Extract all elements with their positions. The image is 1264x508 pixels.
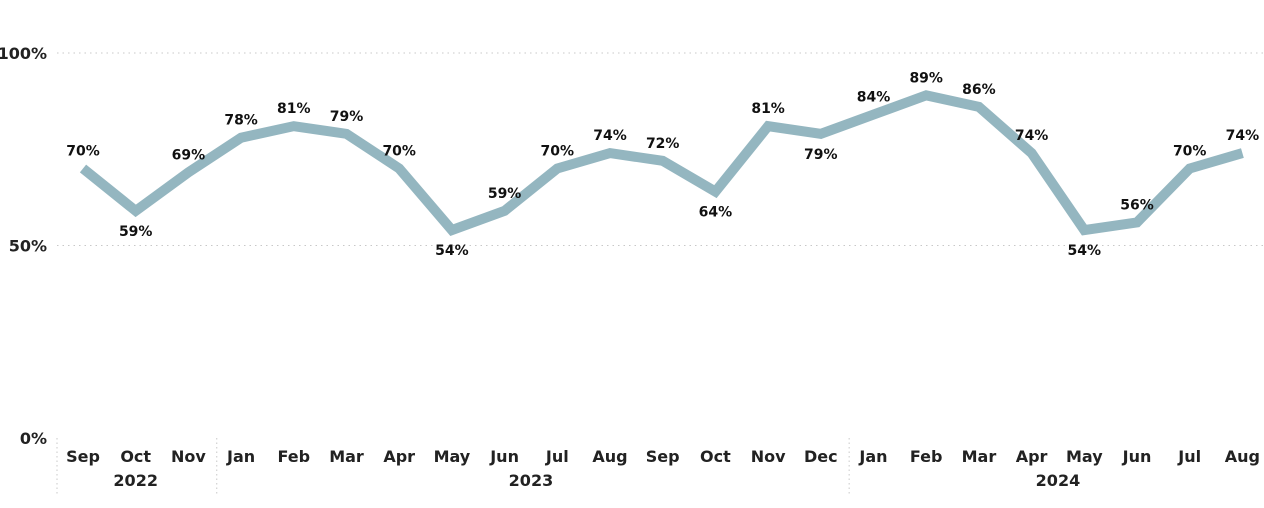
x-tick-label: Jun — [1122, 447, 1152, 466]
data-label: 79% — [804, 147, 838, 163]
data-label: 70% — [541, 144, 575, 160]
data-label: 59% — [488, 186, 522, 202]
x-tick-label: Jan — [858, 447, 887, 466]
x-tick-label: Sep — [66, 447, 100, 466]
data-label: 72% — [646, 136, 680, 152]
y-tick-label-0: 0% — [20, 429, 47, 448]
data-label: 69% — [172, 147, 206, 163]
x-tick-label: Nov — [751, 447, 786, 466]
data-label: 64% — [699, 205, 733, 221]
data-label: 84% — [857, 90, 891, 106]
x-tick-label: Nov — [171, 447, 206, 466]
y-tick-label-50: 50% — [9, 237, 47, 256]
data-label: 70% — [382, 144, 416, 160]
data-label: 74% — [593, 128, 627, 144]
x-tick-label: Oct — [120, 447, 151, 466]
data-label: 70% — [1173, 144, 1207, 160]
year-label-2024: 2024 — [1036, 471, 1081, 490]
data-label: 56% — [1120, 197, 1154, 213]
data-label: 89% — [909, 70, 943, 86]
x-tick-label: Aug — [1225, 447, 1260, 466]
data-label: 54% — [1068, 243, 1102, 259]
x-tick-label: Jul — [1177, 447, 1201, 466]
x-tick-label: Aug — [592, 447, 627, 466]
year-label-2022: 2022 — [113, 471, 158, 490]
data-label: 70% — [66, 144, 100, 160]
data-label: 81% — [751, 101, 785, 117]
data-label: 74% — [1226, 128, 1260, 144]
data-label: 78% — [224, 113, 258, 129]
data-label: 86% — [962, 82, 996, 98]
data-label: 74% — [1015, 128, 1049, 144]
data-label: 59% — [119, 224, 153, 240]
y-tick-label-100: 100% — [0, 44, 47, 63]
x-tick-label: May — [434, 447, 471, 466]
x-tick-label: Mar — [329, 447, 364, 466]
x-tick-label: Oct — [700, 447, 731, 466]
x-tick-label: Jul — [545, 447, 569, 466]
data-label: 79% — [330, 109, 364, 125]
x-tick-label: Apr — [383, 447, 415, 466]
x-tick-label: Mar — [962, 447, 997, 466]
x-tick-label: Feb — [910, 447, 943, 466]
data-label: 81% — [277, 101, 311, 117]
data-label: 54% — [435, 243, 469, 259]
x-tick-label: Sep — [646, 447, 680, 466]
year-label-2023: 2023 — [509, 471, 554, 490]
x-tick-label: Feb — [278, 447, 311, 466]
x-tick-label: Jun — [489, 447, 519, 466]
x-tick-label: Apr — [1016, 447, 1048, 466]
x-tick-label: Jan — [226, 447, 255, 466]
x-tick-label: Dec — [804, 447, 838, 466]
x-tick-label: May — [1066, 447, 1103, 466]
